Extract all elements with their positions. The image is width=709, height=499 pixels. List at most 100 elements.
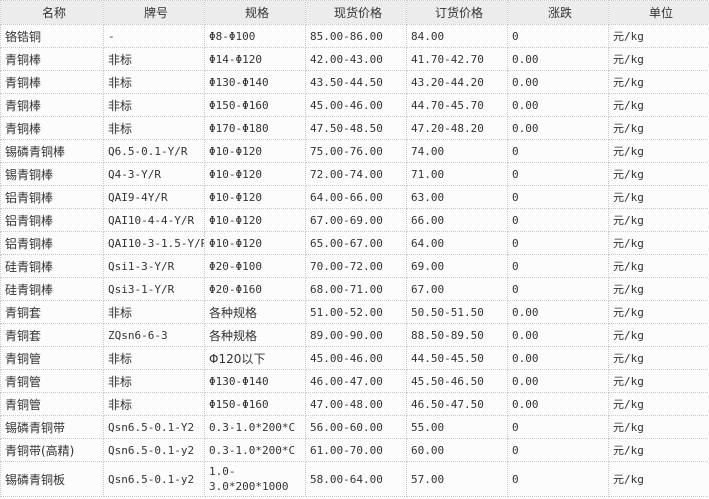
cell-spot-price: 85.00-86.00 [305,24,407,48]
header-row: 名称 牌号 规格 现货价格 订货价格 涨跌 单位 [0,0,709,25]
cell-name: 硅青铜棒 [0,277,104,301]
table-row: 青铜管 非标 Φ130-Φ140 46.00-47.00 45.50-46.50 0.00… [0,369,709,393]
cell-name: 锡磷青铜带 [0,415,104,439]
cell-unit: 元/kg [608,231,709,255]
cell-unit: 元/kg [608,185,709,209]
cell-unit: 元/kg [608,116,709,140]
cell-unit: 元/kg [608,162,709,186]
cell-grade: 非标 [103,369,205,393]
cell-spec: Φ10-Φ120 [204,208,306,232]
cell-spec: Φ150-Φ160 [204,392,306,416]
cell-spec: Φ130-Φ140 [204,369,306,393]
cell-change: 0 [507,254,609,278]
cell-spot-price: 43.50-44.50 [305,70,407,94]
cell-order-price: 88.50-89.50 [406,323,508,347]
cell-spot-price: 61.00-70.00 [305,438,407,462]
cell-grade: 非标 [103,70,205,94]
cell-change: 0 [507,231,609,255]
cell-change: 0 [507,438,609,462]
cell-unit: 元/kg [608,24,709,48]
cell-change: 0 [507,277,609,301]
cell-change: 0.00 [507,70,609,94]
header-spot-price: 现货价格 [305,0,407,25]
cell-order-price: 44.70-45.70 [406,93,508,117]
cell-spot-price: 89.00-90.00 [305,323,407,347]
cell-spec: Φ14-Φ120 [204,47,306,71]
cell-name: 青铜管 [0,346,104,370]
cell-name: 铝青铜棒 [0,185,104,209]
cell-unit: 元/kg [608,392,709,416]
cell-name: 青铜带(高精) [0,438,104,462]
cell-name: 青铜棒 [0,47,104,71]
cell-unit: 元/kg [608,461,709,497]
cell-name: 青铜管 [0,392,104,416]
cell-spot-price: 45.00-46.00 [305,346,407,370]
cell-order-price: 84.00 [406,24,508,48]
cell-grade: QAI10-4-4-Y/R [103,208,205,232]
table-row: 锡磷青铜带 Qsn6.5-0.1-Y2 0.3-1.0*200*C 56.00-60.… [0,415,709,439]
cell-spot-price: 67.00-69.00 [305,208,407,232]
cell-order-price: 46.50-47.50 [406,392,508,416]
cell-unit: 元/kg [608,346,709,370]
cell-order-price: 45.50-46.50 [406,369,508,393]
cell-spot-price: 58.00-64.00 [305,461,407,497]
table-row: 青铜套 非标 各种规格 51.00-52.00 50.50-51.50 0.00 元/kg [0,300,709,324]
cell-spot-price: 72.00-74.00 [305,162,407,186]
table-row: 硅青铜棒 Qsi3-1-Y/R Φ20-Φ160 68.00-71.00 67.00 0 元… [0,277,709,301]
cell-unit: 元/kg [608,139,709,163]
cell-grade: QAI10-3-1.5-Y/R [103,231,205,255]
cell-spec: Φ8-Φ100 [204,24,306,48]
cell-order-price: 50.50-51.50 [406,300,508,324]
cell-spot-price: 56.00-60.00 [305,415,407,439]
cell-grade: ZQsn6-6-3 [103,323,205,347]
cell-spot-price: 46.00-47.00 [305,369,407,393]
cell-order-price: 71.00 [406,162,508,186]
cell-order-price: 66.00 [406,208,508,232]
cell-unit: 元/kg [608,93,709,117]
table-row: 青铜棒 非标 Φ14-Φ120 42.00-43.00 41.70-42.70 0.00 元… [0,47,709,71]
table-row: 青铜管 非标 Φ120以下 45.00-46.00 44.50-45.50 0.00 元/k… [0,346,709,370]
cell-unit: 元/kg [608,415,709,439]
cell-unit: 元/kg [608,438,709,462]
cell-order-price: 69.00 [406,254,508,278]
cell-change: 0.00 [507,47,609,71]
cell-grade: 非标 [103,47,205,71]
cell-name: 青铜棒 [0,70,104,94]
cell-name: 锡磷青铜板 [0,461,104,497]
cell-change: 0 [507,24,609,48]
cell-grade: Q6.5-0.1-Y/R [103,139,205,163]
cell-change: 0.00 [507,323,609,347]
cell-grade: 非标 [103,116,205,140]
cell-spot-price: 47.50-48.50 [305,116,407,140]
cell-unit: 元/kg [608,254,709,278]
cell-order-price: 67.00 [406,277,508,301]
cell-name: 铬锆铜 [0,24,104,48]
cell-change: 0.00 [507,116,609,140]
table-row: 硅青铜棒 Qsi1-3-Y/R Φ20-Φ100 70.00-72.00 69.00 0 元… [0,254,709,278]
cell-name: 青铜套 [0,323,104,347]
cell-change: 0 [507,208,609,232]
cell-spec: 0.3-1.0*200*C [204,438,306,462]
cell-order-price: 63.00 [406,185,508,209]
cell-unit: 元/kg [608,323,709,347]
cell-spec: Φ120以下 [204,346,306,370]
cell-spec: Φ10-Φ120 [204,162,306,186]
cell-change: 0 [507,461,609,497]
cell-name: 青铜管 [0,369,104,393]
cell-spec: Φ20-Φ160 [204,277,306,301]
cell-name: 锡磷青铜棒 [0,139,104,163]
cell-spot-price: 65.00-67.00 [305,231,407,255]
cell-order-price: 44.50-45.50 [406,346,508,370]
header-order-price: 订货价格 [406,0,508,25]
cell-spec: Φ10-Φ120 [204,185,306,209]
table-row: 青铜套 ZQsn6-6-3 各种规格 89.00-90.00 88.50-89.50 0.… [0,323,709,347]
table-row: 青铜带(高精) Qsn6.5-0.1-y2 0.3-1.0*200*C 61.00-7… [0,438,709,462]
cell-grade: 非标 [103,346,205,370]
cell-spot-price: 64.00-66.00 [305,185,407,209]
cell-order-price: 60.00 [406,438,508,462]
cell-spec: Φ10-Φ120 [204,139,306,163]
table-row: 铝青铜棒 QAI9-4Y/R Φ10-Φ120 64.00-66.00 63.00 0 元/… [0,185,709,209]
cell-grade: QAI9-4Y/R [103,185,205,209]
cell-spot-price: 45.00-46.00 [305,93,407,117]
